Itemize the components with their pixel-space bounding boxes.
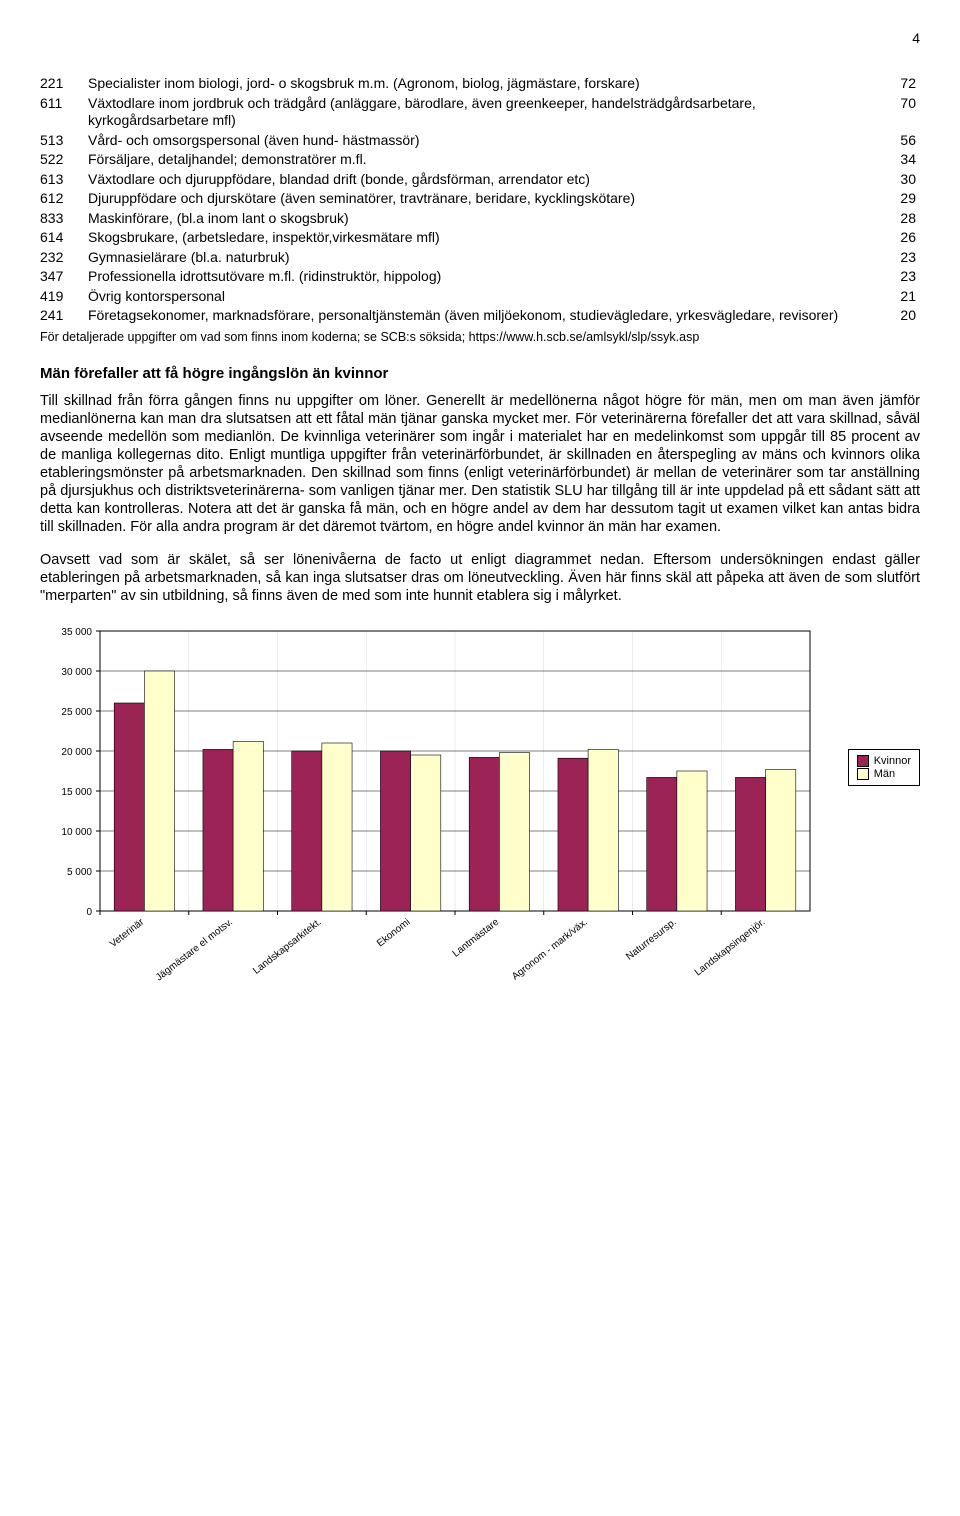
row-desc: Växtodlare inom jordbruk och trädgård (a… [88, 94, 880, 131]
page-number: 4 [40, 30, 920, 46]
row-code: 419 [40, 287, 88, 307]
svg-text:Ekonomi: Ekonomi [375, 917, 412, 950]
row-desc: Försäljare, detaljhandel; demonstratörer… [88, 150, 880, 170]
svg-text:Landskapsarkitekt.: Landskapsarkitekt. [251, 917, 323, 977]
table-row: 613Växtodlare och djuruppfödare, blandad… [40, 170, 920, 190]
row-value: 70 [880, 94, 920, 131]
svg-text:Naturresursp.: Naturresursp. [624, 917, 679, 963]
occupation-code-table: 221Specialister inom biologi, jord- o sk… [40, 74, 920, 326]
row-value: 29 [880, 189, 920, 209]
svg-text:0: 0 [86, 907, 92, 918]
svg-text:Jägmästare el motsv.: Jägmästare el motsv. [154, 917, 235, 984]
row-value: 56 [880, 131, 920, 151]
row-desc: Djuruppfödare och djurskötare (även semi… [88, 189, 880, 209]
svg-text:Lantmästare: Lantmästare [451, 916, 502, 959]
row-code: 614 [40, 228, 88, 248]
row-value: 72 [880, 74, 920, 94]
table-footnote: För detaljerade uppgifter om vad som fin… [40, 330, 920, 345]
row-desc: Växtodlare och djuruppfödare, blandad dr… [88, 170, 880, 190]
svg-text:35 000: 35 000 [61, 627, 92, 638]
chart-legend: Kvinnor Män [848, 749, 920, 786]
row-code: 522 [40, 150, 88, 170]
salary-chart: 0 5 000 10 000 15 000 20 000 25 000 30 000 35 0… [40, 621, 920, 1001]
row-desc: Gymnasielärare (bl.a. naturbruk) [88, 248, 880, 268]
row-value: 23 [880, 248, 920, 268]
table-row: 611Växtodlare inom jordbruk och trädgård… [40, 94, 920, 131]
legend-label-man: Män [874, 768, 895, 780]
row-code: 232 [40, 248, 88, 268]
row-value: 34 [880, 150, 920, 170]
svg-text:20 000: 20 000 [61, 747, 92, 758]
svg-text:Landskapsingenjör.: Landskapsingenjör. [693, 917, 768, 979]
body-paragraph-2: Oavsett vad som är skälet, så ser löneni… [40, 551, 920, 605]
table-row: 347Professionella idrottsutövare m.fl. (… [40, 267, 920, 287]
svg-text:Agronom - mark/väx.: Agronom - mark/väx. [510, 917, 590, 983]
row-desc: Maskinförare, (bl.a inom lant o skogsbru… [88, 209, 880, 229]
row-desc: Vård- och omsorgspersonal (även hund- hä… [88, 131, 880, 151]
table-row: 833Maskinförare, (bl.a inom lant o skogs… [40, 209, 920, 229]
table-row: 522Försäljare, detaljhandel; demonstratö… [40, 150, 920, 170]
row-code: 241 [40, 306, 88, 326]
section-heading: Män förefaller att få högre ingångslön ä… [40, 365, 920, 382]
svg-text:15 000: 15 000 [61, 787, 92, 798]
svg-text:5 000: 5 000 [67, 867, 92, 878]
svg-text:30 000: 30 000 [61, 667, 92, 678]
legend-swatch-man [857, 768, 869, 780]
legend-label-kvinnor: Kvinnor [874, 755, 911, 767]
table-row: 612Djuruppfödare och djurskötare (även s… [40, 189, 920, 209]
table-row: 232Gymnasielärare (bl.a. naturbruk)23 [40, 248, 920, 268]
row-value: 26 [880, 228, 920, 248]
table-row: 419Övrig kontorspersonal21 [40, 287, 920, 307]
row-code: 513 [40, 131, 88, 151]
row-code: 833 [40, 209, 88, 229]
row-desc: Professionella idrottsutövare m.fl. (rid… [88, 267, 880, 287]
row-code: 613 [40, 170, 88, 190]
svg-text:Veterinär: Veterinär [108, 916, 147, 950]
svg-text:10 000: 10 000 [61, 827, 92, 838]
row-value: 30 [880, 170, 920, 190]
row-desc: Skogsbrukare, (arbetsledare, inspektör,v… [88, 228, 880, 248]
row-value: 23 [880, 267, 920, 287]
body-paragraph-1: Till skillnad från förra gången finns nu… [40, 392, 920, 537]
table-row: 513Vård- och omsorgspersonal (även hund-… [40, 131, 920, 151]
row-value: 20 [880, 306, 920, 326]
row-desc: Specialister inom biologi, jord- o skogs… [88, 74, 880, 94]
row-code: 347 [40, 267, 88, 287]
row-code: 611 [40, 94, 88, 131]
row-value: 21 [880, 287, 920, 307]
row-desc: Övrig kontorspersonal [88, 287, 880, 307]
row-code: 612 [40, 189, 88, 209]
row-value: 28 [880, 209, 920, 229]
legend-swatch-kvinnor [857, 755, 869, 767]
row-desc: Företagsekonomer, marknadsförare, person… [88, 306, 880, 326]
row-code: 221 [40, 74, 88, 94]
table-row: 241Företagsekonomer, marknadsförare, per… [40, 306, 920, 326]
table-row: 221Specialister inom biologi, jord- o sk… [40, 74, 920, 94]
table-row: 614Skogsbrukare, (arbetsledare, inspektö… [40, 228, 920, 248]
svg-text:25 000: 25 000 [61, 707, 92, 718]
